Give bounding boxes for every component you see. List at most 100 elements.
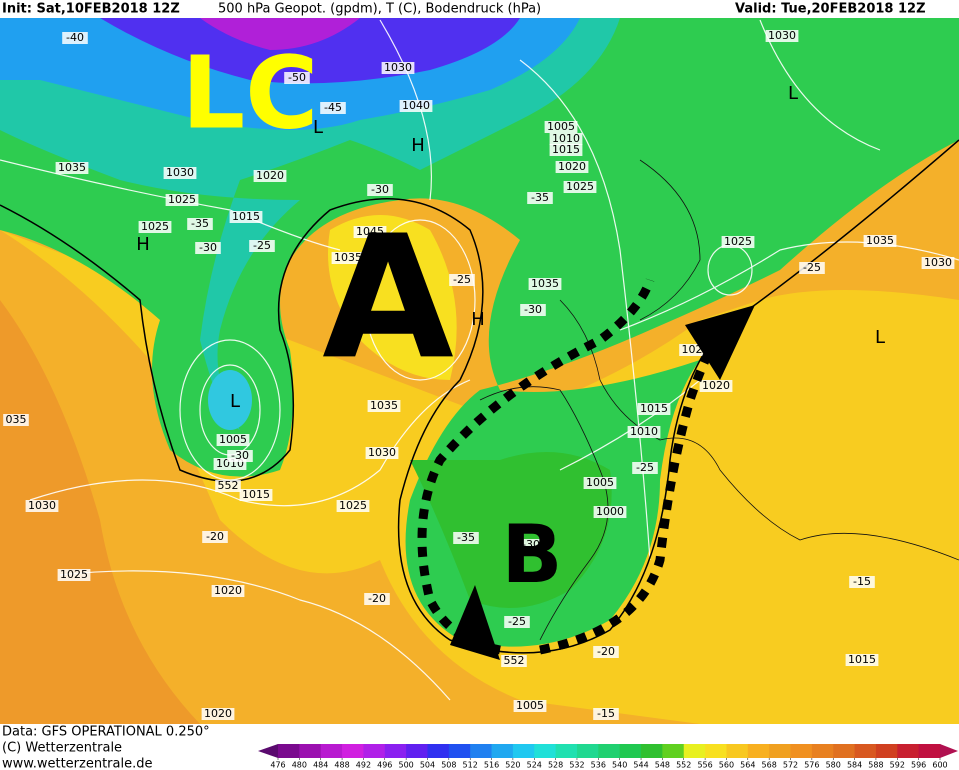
colorbar-cell: [576, 744, 599, 758]
colorbar: 476 480 484 488 492 496 500 504 508 512 516 520 524 5…: [258, 744, 958, 770]
label-box: [3, 414, 29, 426]
colorbar-tick-label: 480: [292, 761, 307, 770]
arrow-head: [450, 585, 500, 660]
label-box: [765, 30, 799, 42]
contour-label: 1030: [28, 499, 56, 512]
contour-label: 1005: [219, 433, 247, 446]
label-box: [527, 192, 553, 204]
label-box: [55, 162, 89, 174]
field: [0, 300, 200, 724]
label-box: [239, 489, 273, 501]
label-box: [799, 262, 825, 274]
label-box: [353, 226, 387, 238]
label-box: [215, 480, 241, 492]
label-box: [518, 539, 544, 551]
map-title: 500 hPa Geopot. (gpdm), T (C), Bodendruc…: [218, 2, 541, 17]
contour-label: 1025: [724, 235, 752, 248]
colorbar-tick-label: 560: [719, 761, 734, 770]
label-box: [62, 32, 88, 44]
label-box: [513, 700, 547, 712]
contour-label: -30: [371, 183, 389, 196]
colorbar-cell: [769, 744, 792, 758]
field: [208, 370, 252, 430]
contour-label: -15: [597, 707, 615, 720]
label-box: [501, 655, 527, 667]
label-box: [593, 646, 619, 658]
colorbar-tick-label: 508: [441, 761, 456, 770]
colorbar-cell: [897, 744, 920, 758]
contour-label: 1010: [552, 132, 580, 145]
contour-label: 1025: [339, 499, 367, 512]
contour-label: -20: [368, 592, 386, 605]
label-box: [163, 167, 197, 179]
data-source: Data: GFS OPERATIONAL 0.250°: [2, 725, 210, 740]
colorbar-tick-label: 516: [484, 761, 499, 770]
colorbar-tick-label: 500: [398, 761, 413, 770]
colorbar-tick-label: 488: [334, 761, 349, 770]
arrow-head: [685, 305, 755, 380]
label-box: [399, 100, 433, 112]
contour-label: -50: [288, 71, 306, 84]
label-box: [216, 434, 250, 446]
label-box: [563, 181, 597, 193]
colorbar-cell: [641, 744, 663, 758]
label-box: [227, 450, 253, 462]
colorbar-tick-label: 600: [932, 761, 947, 770]
pressure-center: L: [788, 83, 798, 104]
contour-label: 035: [6, 413, 27, 426]
contour-label: 1030: [768, 29, 796, 42]
colorbar-cell: [448, 744, 471, 758]
contour-label: -45: [324, 101, 342, 114]
arrow-path: [539, 347, 715, 655]
contour-label: 1005: [516, 699, 544, 712]
pressure-center: H: [136, 234, 150, 255]
colorbar-tick-label: 484: [313, 761, 328, 770]
contour-label: -25: [453, 273, 471, 286]
pressure-center: H: [471, 309, 485, 330]
colorbar-cell: [726, 744, 749, 758]
label-box: [367, 400, 401, 412]
colorbar-tick-label: 556: [697, 761, 712, 770]
contour-label: -25: [508, 615, 526, 628]
contour-label: 1025: [60, 568, 88, 581]
label-box: [549, 144, 583, 156]
label-box: [336, 500, 370, 512]
annotation-lc: LC: [181, 34, 318, 151]
colorbar-tick-label: 552: [676, 761, 691, 770]
contour-label: -35: [531, 191, 549, 204]
colorbar-cell: [278, 744, 300, 758]
contour-label: -15: [853, 575, 871, 588]
contour-label: 1020: [702, 379, 730, 392]
pressure-center: L: [230, 391, 240, 412]
isobars: [0, 19, 959, 701]
colorbar-cell: [875, 744, 898, 758]
contour-label: 1040: [402, 99, 430, 112]
contour-label: 1020: [214, 584, 242, 597]
label-box: [25, 500, 59, 512]
label-box: [849, 576, 875, 588]
contour-label: -30: [231, 449, 249, 462]
colorbar-tick-label: 564: [740, 761, 755, 770]
contour-label: -30: [522, 538, 540, 551]
label-box: [331, 252, 365, 264]
label-box: [593, 708, 619, 720]
contour-label: 104: [390, 311, 411, 324]
label-box: [253, 170, 287, 182]
contour-label: 1005: [586, 476, 614, 489]
label-box: [453, 532, 479, 544]
annotation-a: A: [322, 199, 454, 397]
label-box: [863, 235, 897, 247]
annotation-b: B: [502, 508, 563, 601]
url: www.wetterzentrale.de: [2, 757, 152, 770]
contour-label: 1030: [924, 256, 952, 269]
contour-label: -40: [66, 31, 84, 44]
colorbar-cell: [833, 744, 856, 758]
field: [200, 18, 360, 50]
contour-label: 1035: [370, 399, 398, 412]
label-box: [387, 312, 413, 324]
label-box: [528, 278, 562, 290]
field: [410, 452, 612, 608]
valid-time: Valid: Tue,20FEB2018 12Z: [735, 2, 926, 17]
label-box: [555, 161, 589, 173]
colorbar-tick-label: 536: [591, 761, 606, 770]
